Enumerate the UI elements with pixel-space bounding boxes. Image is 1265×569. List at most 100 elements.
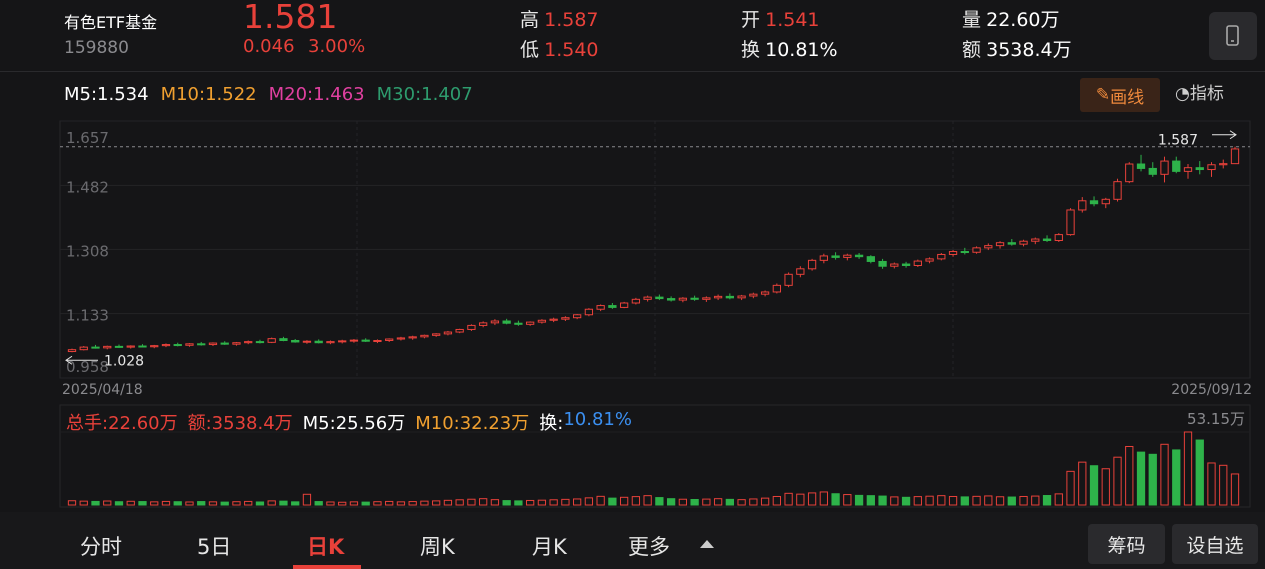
volume-bar: [432, 500, 441, 506]
volume-bar: [643, 495, 652, 506]
volume-bar: [302, 493, 312, 506]
device-button[interactable]: [1209, 12, 1257, 60]
candle-body: [385, 338, 394, 341]
tab[interactable]: 更多: [628, 535, 670, 559]
tab-underline: [293, 565, 361, 569]
volume-bar: [925, 495, 934, 506]
volume-bar: [760, 497, 770, 506]
tab[interactable]: 月K: [532, 535, 567, 559]
ma-label: M20:1.463: [268, 84, 365, 105]
volume-bar: [713, 498, 723, 506]
volume-bar: [1172, 449, 1181, 506]
candle-body: [1125, 163, 1134, 183]
volume-bar: [631, 496, 641, 506]
candle-body: [455, 328, 464, 333]
kline-chart: 1.657 1.482 1.308 1.133 0.958 2025/04/18 2025/…: [59, 120, 1252, 508]
candle-body: [666, 298, 676, 301]
candle-body: [819, 255, 828, 261]
tab[interactable]: 日K: [307, 535, 345, 559]
volume-bar: [173, 501, 182, 506]
volume-bar: [784, 492, 793, 506]
candle-body: [843, 254, 852, 258]
candle-body: [185, 343, 194, 346]
tab[interactable]: 分时: [80, 535, 122, 559]
candle-body: [561, 317, 570, 320]
candle-body: [725, 295, 735, 299]
candle-body: [173, 344, 182, 347]
volume-bar: [220, 501, 229, 506]
stat-label: 开: [741, 9, 761, 31]
candle-body: [608, 305, 617, 308]
volume-bar: [995, 496, 1005, 506]
candle-body: [1230, 148, 1240, 165]
volume-bar: [114, 501, 124, 506]
volume-bar: [1101, 468, 1110, 506]
candle-body: [831, 255, 840, 258]
candle-body: [197, 343, 206, 346]
candle-body: [1031, 238, 1040, 242]
draw-tool-button[interactable]: ✎ 画线: [1080, 78, 1160, 112]
stat-label: 量: [962, 9, 982, 31]
volume-bar: [725, 498, 735, 506]
stat-value: 10.81%: [765, 39, 838, 61]
volume-bar: [150, 501, 159, 506]
volume-bar: [396, 501, 406, 506]
stat-label: 低: [520, 39, 540, 61]
volume-bar: [1219, 464, 1228, 506]
volume-bar: [655, 497, 664, 506]
volume-bar: [138, 501, 147, 506]
candle-body: [79, 346, 88, 351]
candle-body: [91, 346, 100, 349]
volume-bar: [984, 495, 993, 506]
candle-body: [643, 296, 652, 300]
stat: 换 10.81%: [741, 35, 838, 62]
volume-bar: [960, 496, 969, 506]
volume-stats: 总手:22.60万 额:3538.4万 M5:25.56万 M10:32.23万 换: 1…: [66, 409, 642, 435]
candle-body: [713, 295, 723, 299]
draw-icon: ✎: [1095, 85, 1111, 105]
volume-bar: [338, 501, 347, 506]
candle-body: [208, 342, 218, 346]
volume-bar: [349, 501, 359, 506]
candle-body: [479, 322, 488, 326]
candle-body: [432, 333, 441, 336]
volume-bar: [208, 501, 218, 506]
volume-stat: 10.81%: [563, 409, 632, 430]
candle-body: [1183, 167, 1193, 172]
stat-label: 高: [520, 9, 540, 31]
volume-bar: [948, 495, 958, 506]
watchlist-button[interactable]: 设自选: [1172, 524, 1258, 564]
volume-bar: [854, 494, 864, 506]
volume-bar: [901, 496, 911, 506]
volume-bar: [678, 498, 688, 506]
candle-body: [267, 338, 276, 343]
candle-body: [103, 345, 112, 349]
volume-bar: [1148, 453, 1157, 506]
indicator-button[interactable]: ◔指标: [1175, 79, 1224, 104]
low-arrow: [65, 355, 98, 365]
volume-bar: [479, 498, 488, 506]
volume-bar: [232, 501, 241, 506]
candle-body: [1172, 160, 1181, 172]
volume-bar: [890, 496, 899, 506]
candle-body: [1089, 200, 1099, 205]
candle-body: [925, 258, 934, 262]
volume-bar: [408, 501, 417, 506]
candle-body: [291, 339, 300, 343]
chips-button[interactable]: 筹码: [1088, 524, 1165, 564]
volume-bar: [1136, 451, 1146, 506]
draw-label: 画线: [1110, 87, 1145, 108]
candle-body: [1207, 164, 1216, 171]
candle-body: [1054, 234, 1063, 241]
tab-bar: [0, 512, 1265, 569]
indicator-label: 指标: [1189, 84, 1224, 104]
candle-body: [678, 297, 688, 301]
tab[interactable]: 5日: [197, 535, 232, 559]
volume-bar: [866, 495, 875, 506]
volume-bar: [1113, 456, 1122, 506]
candle-body: [302, 340, 312, 343]
change-pct: 3.00%: [308, 36, 366, 57]
tab[interactable]: 周K: [420, 535, 455, 559]
candle-body: [655, 296, 664, 300]
ma-legend: M5:1.534 M10:1.522 M20:1.463 M30:1.407: [64, 84, 473, 105]
